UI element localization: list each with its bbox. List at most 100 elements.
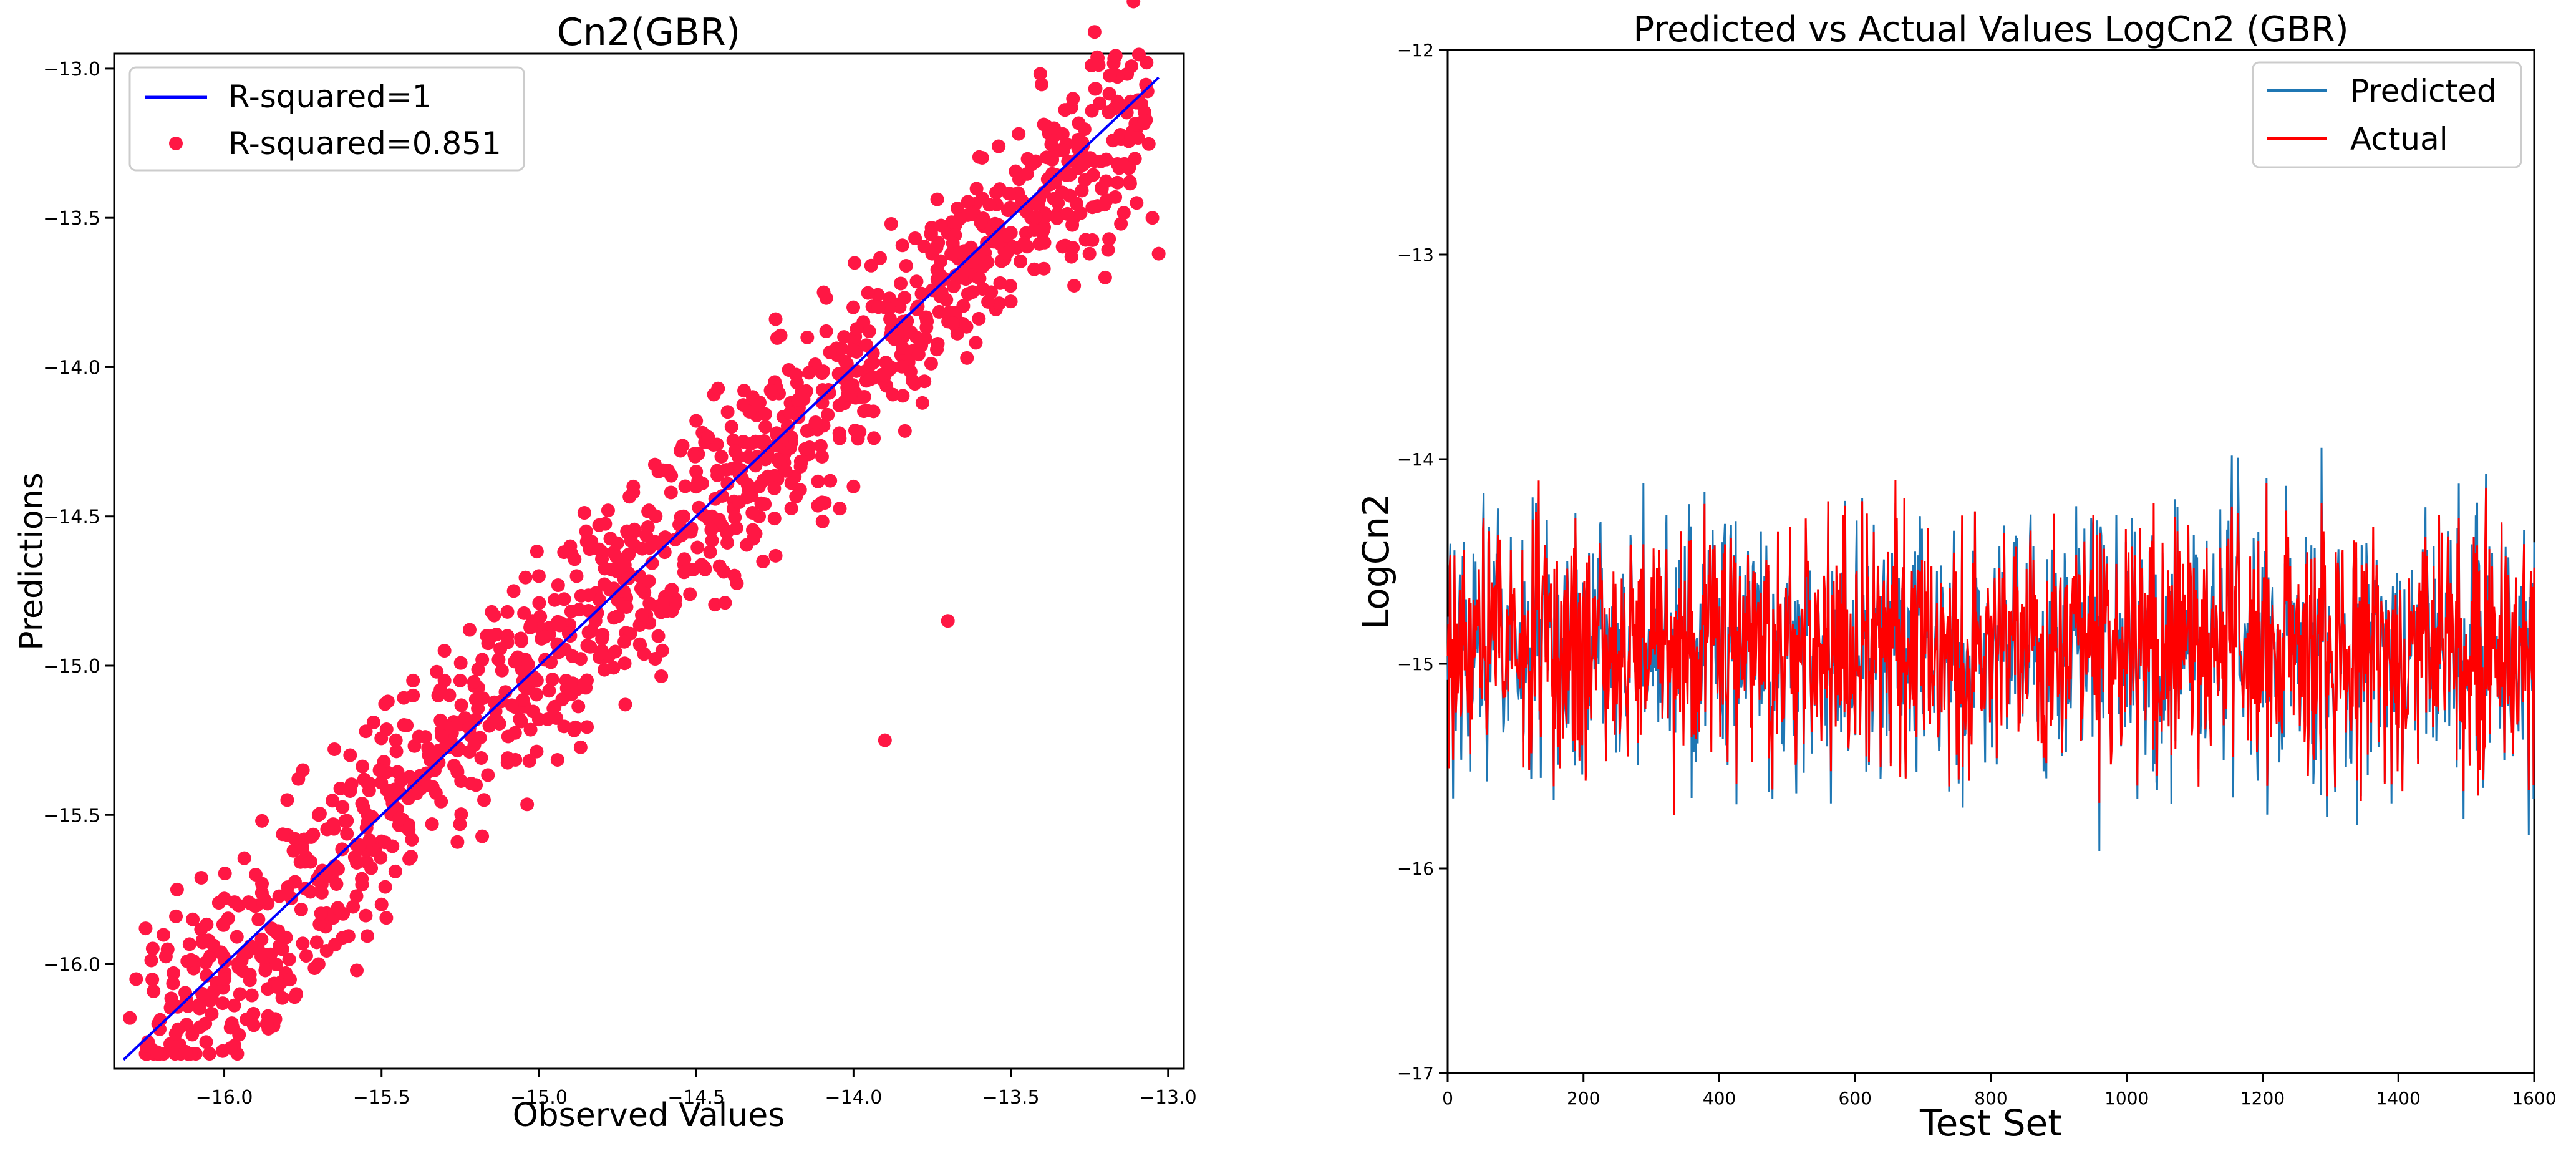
scatter-point [904,325,918,339]
scatter-point [617,558,632,572]
scatter-point [645,556,659,570]
scatter-point [475,829,490,843]
scatter-point [561,626,576,641]
scatter-point [458,711,472,726]
y-tick-label: −15.5 [43,805,100,827]
x-tick-label: −14.0 [825,1087,882,1109]
scatter-point [312,807,327,821]
scatter-point [1055,240,1070,254]
scatter-point [223,1041,238,1055]
scatter-point [649,509,663,523]
scatter-point [406,673,420,687]
scatter-point [1082,246,1097,261]
scatter-point [331,901,345,915]
y-axis-label: Predictions [13,472,51,650]
scatter-point [566,649,580,663]
scatter-point [500,605,515,619]
scatter-point [664,485,678,500]
scatter-point [223,1021,238,1035]
scatter-point [227,998,241,1013]
scatter-point [627,522,642,537]
scatter-point [808,415,823,429]
scatter-point [1099,152,1113,167]
scatter-point [170,882,184,896]
scatter-point [295,841,309,855]
scatter-point [991,218,1005,232]
scatter-point [954,246,968,260]
scatter-point [703,545,717,559]
scatter-point [919,320,934,334]
x-tick-label: −16.0 [196,1087,253,1109]
scatter-point [780,419,795,434]
legend: Predicted Actual [2252,61,2522,168]
scatter-point [275,942,289,956]
plot-frame [113,52,1185,1070]
scatter-point [965,255,979,269]
legend: R-squared=1 R-squared=0.851 [128,66,525,172]
y-ticks: −16.0 −15.5 −15.0 −14.5 −14.0 −13.5 −13.0 [43,59,114,976]
scatter-point [335,842,349,857]
scatter-point [594,646,608,661]
scatter-point [579,524,593,538]
scatter-point [379,722,394,736]
scatter-point [393,785,407,800]
scatter-point [845,344,859,358]
scatter-point [580,720,594,734]
scatter-point [758,497,772,512]
scatter-point [930,342,944,357]
scatter-point [344,777,359,792]
scatter-point [1140,84,1155,99]
scatter-point [993,276,1007,290]
scatter-point [815,514,830,528]
scatter-point [181,999,195,1013]
scatter-point [343,748,357,762]
scatter-point [823,345,837,359]
scatter-point [933,289,947,303]
scatter-point [758,420,773,434]
scatter-point [346,900,361,914]
scatter-point [467,737,482,752]
scatter-point [481,768,495,782]
scatter-point [1085,233,1100,247]
scatter-point [500,635,515,649]
scatter-point [433,683,448,697]
scatter-point [846,479,861,493]
scatter-point [1067,278,1082,293]
scatter-point [157,928,171,942]
y-tick-label: −14 [1397,449,1434,470]
scatter-point [942,305,957,319]
scatter-point [592,518,606,532]
scatter-point [349,963,364,978]
scatter-point [1088,82,1102,96]
scatter-point [866,404,881,419]
scatter-point [895,341,909,355]
scatter-point [430,664,444,679]
scatter-point [1103,69,1117,83]
scatter-point [754,434,768,449]
scatter-point [992,296,1007,311]
scatter-point [1141,137,1156,151]
scatter-point [378,697,392,711]
scatter-point [230,930,244,944]
scatter-point [654,669,669,683]
scatter-point [283,973,297,987]
scatter-point [542,684,556,698]
x-tick-label: 0 [1442,1088,1453,1109]
scatter-point [271,979,286,994]
scatter-point [898,291,912,305]
scatter-point [517,606,531,620]
scatter-point [288,832,302,846]
scatter-point [447,759,462,773]
scatter-point [282,952,296,966]
scatter-point [848,256,862,270]
scatter-point [246,1006,261,1021]
scatter-point [896,389,910,403]
scatter-point [418,730,432,744]
scatter-point [1060,206,1075,221]
scatter-point [691,474,705,488]
scatter-point [732,495,747,510]
scatter-point [734,463,748,477]
scatter-point [571,699,586,714]
scatter-point [952,212,967,226]
scatter-point [194,870,208,885]
